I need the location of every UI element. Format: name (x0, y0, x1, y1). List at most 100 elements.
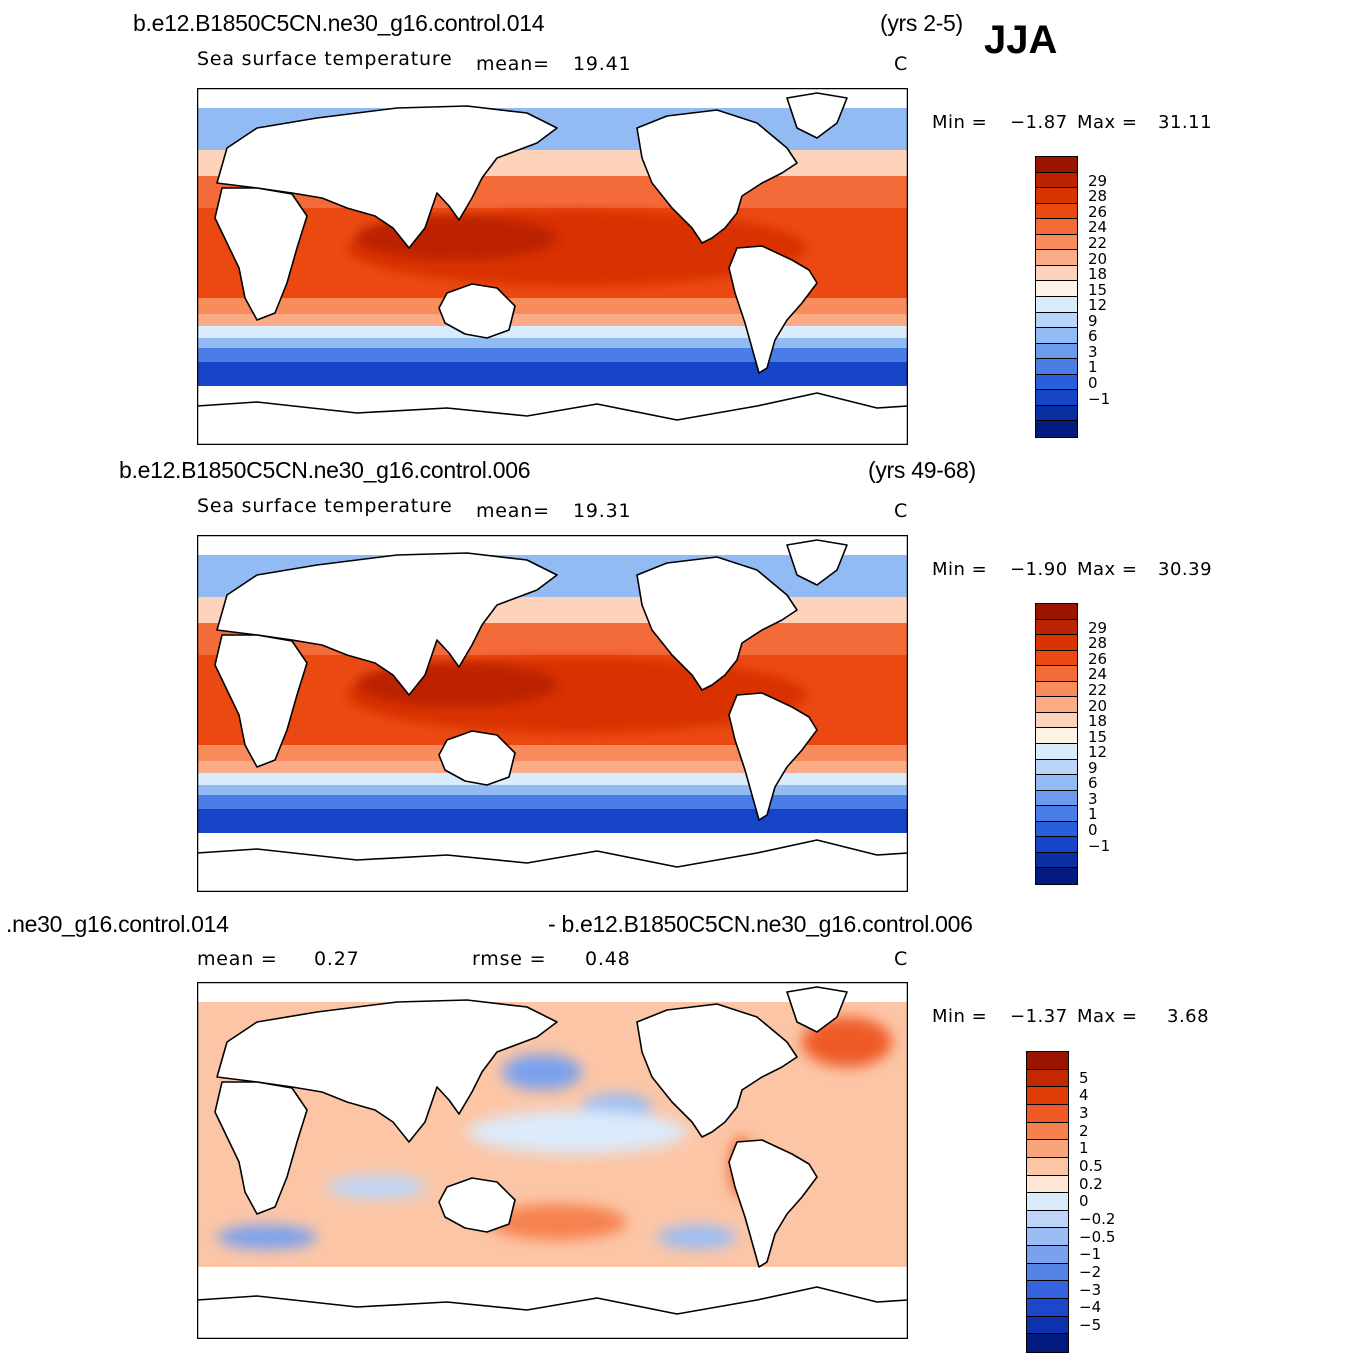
colorbar-box (1036, 421, 1077, 437)
colorbar-box (1027, 1104, 1068, 1123)
colorbar-box (1036, 405, 1077, 422)
mean-label: mean= (476, 53, 550, 75)
min-value: −1.90 (1010, 559, 1068, 580)
colorbar-box (1036, 619, 1077, 636)
colorbar-box (1036, 821, 1077, 838)
colorbar-label: 28 (1088, 187, 1108, 206)
anomaly-north-pacific-cool (502, 1054, 582, 1090)
north-america (636, 109, 798, 244)
max-label: Max = (1077, 1006, 1138, 1027)
colorbar-label: −1 (1079, 1245, 1102, 1264)
colorbar-label: 15 (1088, 727, 1108, 746)
south-america (728, 692, 818, 821)
colorbar-label: 24 (1088, 218, 1108, 237)
anomaly-indian-cool (327, 1175, 427, 1199)
colorbar-label: 9 (1088, 758, 1098, 777)
mean-label: mean= (476, 500, 550, 522)
colorbar-label: 0.2 (1079, 1174, 1103, 1193)
case-title: .ne30_g16.control.014 (6, 911, 229, 937)
colorbar-box (1027, 1316, 1068, 1335)
years-label: (yrs 49-68) (868, 457, 976, 483)
australia (438, 283, 516, 339)
subtraction-title: - b.e12.B1850C5CN.ne30_g16.control.006 (548, 911, 973, 937)
colorbar-box (1036, 203, 1077, 220)
mean-label: mean = (197, 948, 278, 970)
colorbar-box (1036, 868, 1077, 884)
colorbar-label: −2 (1079, 1262, 1102, 1281)
colorbar-label: 0 (1088, 821, 1098, 839)
ocean-band-south-temp (197, 326, 908, 340)
eurasia (216, 105, 558, 249)
season-label: JJA (984, 18, 1058, 62)
case-title: b.e12.B1850C5CN.ne30_g16.control.006 (119, 457, 531, 483)
anomaly-southern-cool-1 (217, 1225, 317, 1249)
colorbar-label: 24 (1088, 665, 1108, 684)
continents (197, 539, 908, 892)
colorbar-label: 6 (1088, 774, 1098, 793)
sst-map (197, 535, 908, 892)
colorbar-label: 22 (1088, 681, 1108, 699)
australia (438, 1177, 516, 1233)
variable-label: Sea surface temperature (197, 495, 453, 517)
colorbar-box (1036, 806, 1077, 822)
colorbar-box (1036, 312, 1077, 329)
colorbar-box (1036, 837, 1077, 853)
colorbar-label: −5 (1079, 1315, 1102, 1334)
colorbar-box (1036, 219, 1077, 235)
colorbar-label: −0.5 (1079, 1227, 1116, 1246)
max-label: Max = (1077, 559, 1138, 580)
max-label: Max = (1077, 112, 1138, 133)
greenland (786, 986, 848, 1033)
colorbar-box (1036, 297, 1077, 313)
colorbar-box (1036, 359, 1077, 375)
colorbar-label: 3 (1088, 342, 1098, 361)
colorbar-label: 20 (1088, 696, 1108, 715)
colorbar-box (1036, 650, 1077, 667)
anomaly-southern-cool-2 (657, 1225, 737, 1249)
colorbar-box (1036, 604, 1077, 620)
colorbar-box (1036, 697, 1077, 713)
min-value: −1.87 (1010, 112, 1068, 133)
colorbar-label: 1 (1088, 358, 1098, 377)
max-value: 3.68 (1167, 1006, 1210, 1027)
colorbar-label: 15 (1088, 280, 1108, 299)
colorbar-box (1027, 1193, 1068, 1211)
panel-control-014: b.e12.B1850C5CN.ne30_g16.control.014 (yr… (0, 0, 1349, 448)
colorbar-label: 1 (1088, 805, 1098, 824)
greenland (786, 92, 848, 139)
colorbar-label: 18 (1088, 712, 1108, 731)
colorbar-label: 3 (1088, 789, 1098, 808)
colorbar-box (1036, 790, 1077, 807)
colorbar-label: 9 (1088, 311, 1098, 330)
colorbar-label: 26 (1088, 649, 1108, 668)
colorbar-box (1036, 775, 1077, 791)
panel-difference: .ne30_g16.control.014 - b.e12.B1850C5CN.… (0, 894, 1349, 1353)
min-label: Min = (932, 559, 988, 580)
colorbar-box (1036, 390, 1077, 406)
colorbar-box (1027, 1140, 1068, 1158)
colorbar-box (1027, 1263, 1068, 1282)
colorbar-box (1027, 1281, 1068, 1300)
max-value: 30.39 (1158, 559, 1213, 580)
africa (214, 187, 308, 321)
continents (197, 986, 908, 1339)
colorbar-box (1027, 1246, 1068, 1264)
south-america (728, 1139, 818, 1268)
anomaly-north-atlantic (802, 1017, 892, 1067)
colorbar-box (1036, 681, 1077, 698)
variable-label: Sea surface temperature (197, 48, 453, 70)
africa (214, 634, 308, 768)
colorbar-box (1027, 1299, 1068, 1317)
colorbar-box (1036, 265, 1077, 282)
colorbar-box (1036, 250, 1077, 266)
ocean-band-south-cool (197, 338, 908, 350)
ocean-band-south-cold (197, 795, 908, 811)
colorbar-box (1027, 1228, 1068, 1247)
colorbar-label: 29 (1088, 171, 1108, 190)
colorbar-label: −4 (1079, 1298, 1102, 1317)
mean-value: 19.31 (573, 500, 632, 522)
ocean-band-south-cold (197, 348, 908, 364)
colorbar-label: 6 (1088, 327, 1098, 346)
rmse-value: 0.48 (585, 948, 631, 970)
north-america (636, 1003, 798, 1138)
